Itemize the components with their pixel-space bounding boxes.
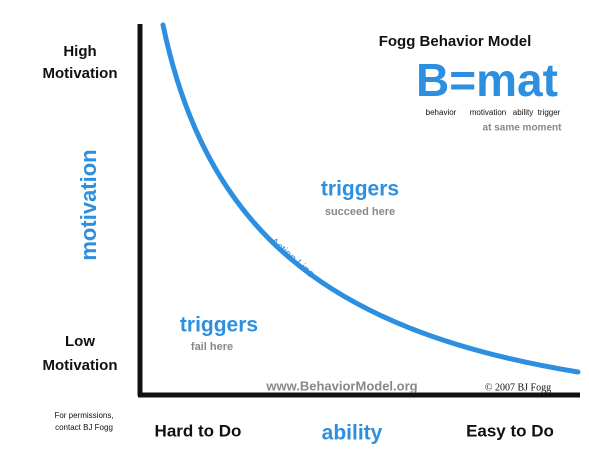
url: www.BehaviorModel.org [265,378,417,393]
x-left: Hard to Do [155,421,242,440]
permissions: contact BJ Fogg [55,423,113,432]
y-low: Motivation [43,357,118,374]
formula-term: ability [513,108,533,117]
y-high: Motivation [43,65,118,82]
copyright: © 2007 BJ Fogg [485,382,551,393]
formula-note: at same moment [483,123,563,134]
curve-label: Action Line [268,236,317,281]
region-title: triggers [180,314,258,337]
y-label: motivation [76,149,101,260]
y-high: High [63,43,96,60]
region-note: fail here [191,341,233,353]
action-line [160,22,581,375]
formula-term: motivation [470,108,506,117]
formula: B=mat [416,54,558,106]
formula-term: trigger [538,108,561,117]
permissions: For permissions, [54,411,113,420]
x-right: Easy to Do [466,421,554,440]
formula-term: behavior [426,108,457,117]
y-low: Low [65,333,95,350]
title: Fogg Behavior Model [379,33,532,50]
region-title: triggers [321,178,399,201]
region-note: succeed here [325,206,395,218]
x-label: ability [322,422,383,445]
